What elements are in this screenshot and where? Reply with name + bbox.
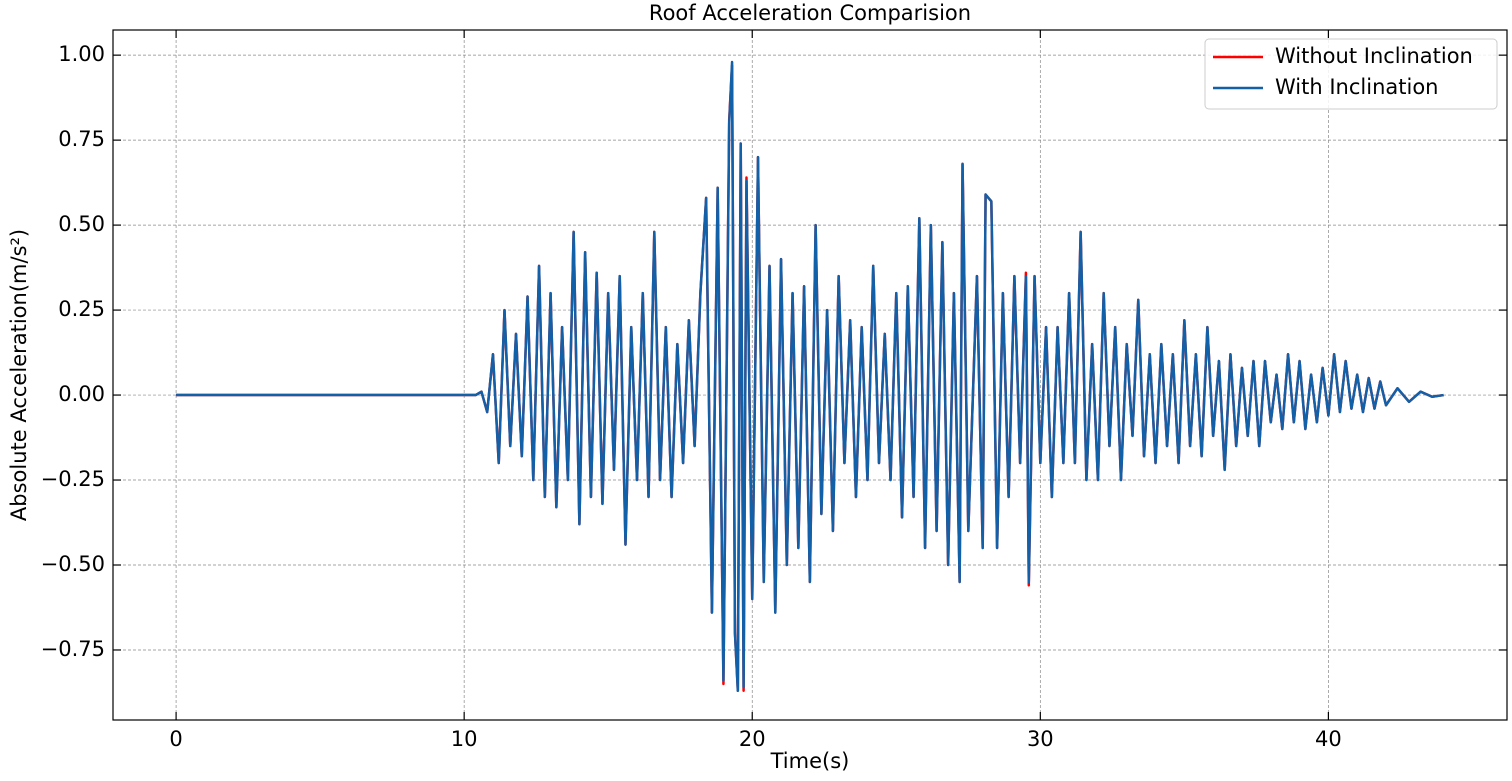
x-tick-label: 20 [739,727,766,751]
y-tick-label: 0.50 [58,212,105,236]
x-tick-label: 10 [451,727,478,751]
y-tick-label: −0.75 [41,637,105,661]
legend-box [1204,38,1498,110]
y-tick-label: 0.25 [58,297,105,321]
y-tick-label: 0.75 [58,127,105,151]
y-tick-label: 0.00 [58,382,105,406]
y-axis-label: Absolute Acceleration(m/s²) [7,229,31,521]
series-line [176,60,1444,693]
chart-title: Roof Acceleration Comparision [649,1,971,25]
plot-frame [112,29,1508,721]
y-tick-label: 1.00 [58,42,105,66]
legend-label: Without Inclination [1275,44,1473,68]
x-tick-label: 0 [169,727,182,751]
y-tick-label: −0.25 [41,467,105,491]
y-tick-label: −0.50 [41,552,105,576]
legend-label: With Inclination [1275,75,1438,99]
legend: Without Inclination With Inclination [1204,38,1498,110]
x-tick-label: 30 [1027,727,1054,751]
x-tick-label: 40 [1315,727,1342,751]
x-axis-label: Time(s) [770,749,850,773]
